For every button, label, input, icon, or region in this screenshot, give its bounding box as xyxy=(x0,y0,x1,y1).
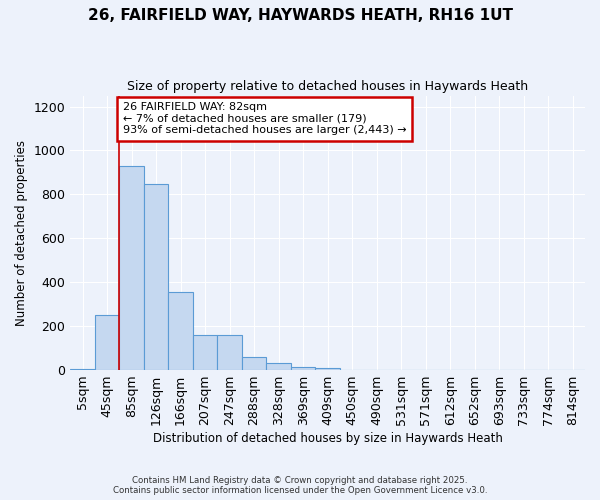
Text: 26 FAIRFIELD WAY: 82sqm
← 7% of detached houses are smaller (179)
93% of semi-de: 26 FAIRFIELD WAY: 82sqm ← 7% of detached… xyxy=(123,102,407,136)
Bar xyxy=(95,315,119,370)
Bar xyxy=(169,292,193,370)
Y-axis label: Number of detached properties: Number of detached properties xyxy=(15,140,28,326)
Bar xyxy=(70,368,95,370)
Text: Contains HM Land Registry data © Crown copyright and database right 2025.
Contai: Contains HM Land Registry data © Crown c… xyxy=(113,476,487,495)
Bar xyxy=(217,335,242,370)
Bar xyxy=(291,367,316,370)
Bar xyxy=(193,335,217,370)
Bar xyxy=(242,356,266,370)
Text: 26, FAIRFIELD WAY, HAYWARDS HEATH, RH16 1UT: 26, FAIRFIELD WAY, HAYWARDS HEATH, RH16 … xyxy=(88,8,512,22)
Bar xyxy=(144,184,169,370)
Title: Size of property relative to detached houses in Haywards Heath: Size of property relative to detached ho… xyxy=(127,80,528,93)
Bar xyxy=(266,363,291,370)
X-axis label: Distribution of detached houses by size in Haywards Heath: Distribution of detached houses by size … xyxy=(153,432,503,445)
Bar xyxy=(316,368,340,370)
Bar xyxy=(119,166,144,370)
